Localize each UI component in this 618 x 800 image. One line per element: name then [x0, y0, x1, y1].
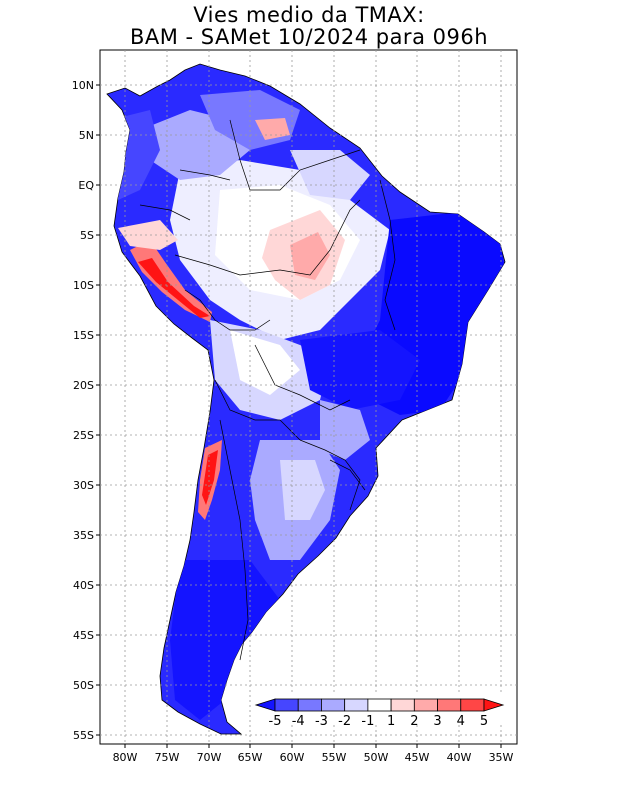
colorbar-label: 3 [433, 714, 441, 729]
lon-label: 65W [238, 751, 263, 764]
colorbar-swatch [367, 698, 392, 712]
colorbar-swatch [321, 698, 346, 712]
colorbar-swatch [344, 698, 369, 712]
map-title-line-1: Vies medio da TMAX: [193, 3, 425, 27]
lat-label: 5S [80, 229, 94, 242]
lon-label: 80W [113, 751, 138, 764]
lon-label: 60W [280, 751, 305, 764]
colorbar-swatch [297, 698, 322, 712]
lat-label: 40S [73, 579, 94, 592]
colorbar-label: 2 [410, 714, 418, 729]
longitude-labels: 80W 75W 70W 65W 60W 55W 50W 45W 40W 35W [113, 751, 514, 764]
colorbar-label: 4 [457, 714, 465, 729]
colorbar-label: -4 [292, 714, 305, 729]
lat-label: 10S [73, 279, 94, 292]
colorbar-label: -3 [315, 714, 328, 729]
lat-label: 35S [73, 529, 94, 542]
graticule [100, 50, 517, 744]
lat-label: 5N [79, 129, 94, 142]
axis-ticks [96, 84, 502, 748]
colorbar-swatch [413, 698, 438, 712]
latitude-labels: 10N 5N EQ 5S 10S 15S 20S 25S 30S 35S 40S… [72, 79, 95, 742]
colorbar-swatch [483, 698, 505, 712]
bias-field [110, 90, 505, 720]
lat-label: 55S [73, 729, 94, 742]
lon-label: 70W [197, 751, 222, 764]
lat-label: 25S [73, 429, 94, 442]
lon-label: 40W [447, 751, 472, 764]
lat-label: 45S [73, 629, 94, 642]
colorbar-label: -5 [269, 714, 282, 729]
colorbar-swatch [390, 698, 415, 712]
colorbar-label: -1 [361, 714, 374, 729]
colorbar: -5 -4 -3 -2 -1 1 2 3 4 5 [254, 694, 508, 729]
lon-label: 35W [489, 751, 514, 764]
lon-label: 55W [322, 751, 347, 764]
lat-label: 10N [72, 79, 94, 92]
lat-label: 50S [73, 679, 94, 692]
lon-label: 50W [364, 751, 389, 764]
map-title-line-2: BAM - SAMet 10/2024 para 096h [129, 25, 489, 49]
lon-label: 45W [405, 751, 430, 764]
colorbar-swatch [460, 698, 485, 712]
colorbar-label: 5 [480, 714, 488, 729]
colorbar-label: -2 [338, 714, 351, 729]
lat-label: 30S [73, 479, 94, 492]
colorbar-swatch [437, 698, 462, 712]
lat-label: EQ [78, 179, 94, 192]
country-borders [139, 119, 396, 661]
lon-label: 75W [155, 751, 180, 764]
colorbar-swatch [274, 698, 299, 712]
lat-label: 20S [73, 379, 94, 392]
colorbar-label: 1 [387, 714, 395, 729]
lat-label: 15S [73, 329, 94, 342]
